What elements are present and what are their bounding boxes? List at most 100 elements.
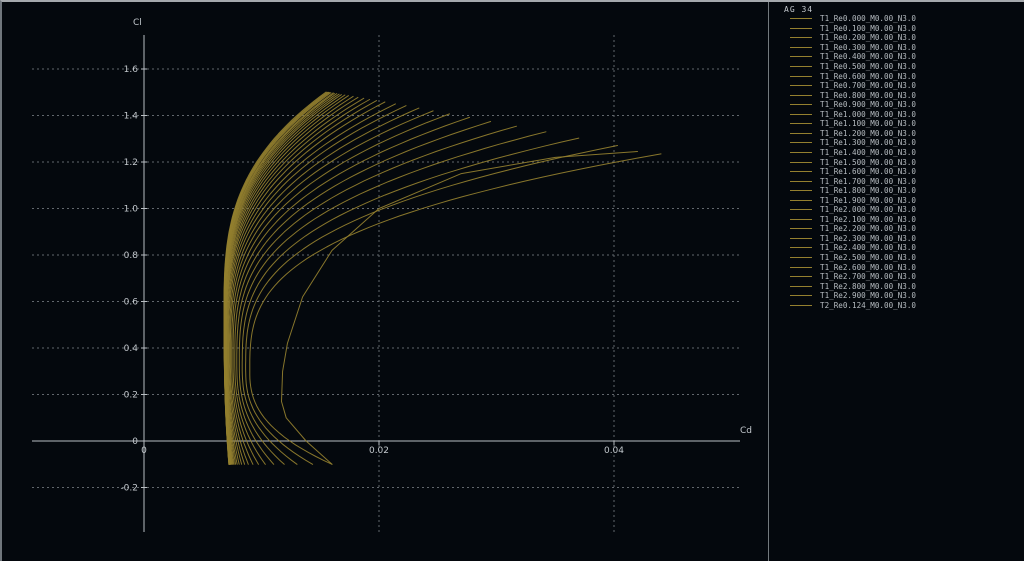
legend-entry: T1_Re0.500_M0.00_N3.0 bbox=[770, 62, 1020, 72]
legend-entry: T1_Re0.000_M0.00_N3.0 bbox=[770, 14, 1020, 24]
legend-entry-label: T1_Re2.300_M0.00_N3.0 bbox=[820, 233, 917, 243]
legend-line-sample bbox=[790, 66, 812, 68]
legend-entry: T1_Re0.800_M0.00_N3.0 bbox=[770, 90, 1020, 100]
legend-entry-label: T1_Re2.500_M0.00_N3.0 bbox=[820, 253, 917, 263]
legend-line-sample bbox=[790, 46, 812, 48]
legend-line-sample bbox=[790, 75, 812, 77]
legend-entry: T1_Re1.400_M0.00_N3.0 bbox=[770, 148, 1020, 158]
polar-curve[interactable] bbox=[249, 153, 662, 465]
legend-entry-label: T1_Re1.100_M0.00_N3.0 bbox=[820, 119, 917, 129]
legend-entry-label: T1_Re1.500_M0.00_N3.0 bbox=[820, 157, 917, 167]
legend-entry-label: T1_Re2.000_M0.00_N3.0 bbox=[820, 205, 917, 215]
legend-line-sample bbox=[790, 295, 812, 297]
legend-entry-label: T1_Re0.400_M0.00_N3.0 bbox=[820, 52, 917, 62]
y-tick-label: 1.0 bbox=[124, 205, 139, 215]
y-axis-label: Cl bbox=[133, 18, 142, 28]
polar-curve[interactable] bbox=[245, 145, 618, 465]
legend-line-sample bbox=[790, 276, 812, 278]
polar-curve[interactable] bbox=[228, 107, 420, 465]
polar-curve[interactable] bbox=[227, 103, 396, 465]
polar-curve[interactable] bbox=[236, 125, 517, 465]
legend-line-sample bbox=[790, 151, 812, 153]
polar-curve[interactable] bbox=[223, 92, 335, 465]
legend-line-sample bbox=[790, 161, 812, 163]
polar-curve[interactable] bbox=[226, 101, 386, 465]
legend-entry: T1_Re2.900_M0.00_N3.0 bbox=[770, 291, 1020, 301]
x-tick-label: 0 bbox=[141, 446, 147, 456]
legend-line-sample bbox=[790, 247, 812, 249]
legend-entry-label: T1_Re0.700_M0.00_N3.0 bbox=[820, 81, 917, 91]
polar-curve[interactable] bbox=[223, 91, 327, 465]
polar-curve[interactable] bbox=[228, 105, 407, 465]
legend-entry-label: T1_Re0.500_M0.00_N3.0 bbox=[820, 62, 917, 72]
y-tick-label: 1.4 bbox=[124, 112, 139, 122]
legend-line-sample bbox=[790, 266, 812, 268]
x-tick-label: 0.04 bbox=[604, 446, 624, 456]
legend-line-sample bbox=[790, 180, 812, 182]
legend-entry: T1_Re2.200_M0.00_N3.0 bbox=[770, 224, 1020, 234]
legend-entry: T1_Re2.300_M0.00_N3.0 bbox=[770, 234, 1020, 244]
legend-entry-label: T2_Re0.124_M0.00_N3.0 bbox=[820, 300, 917, 310]
legend-entry: T1_Re1.100_M0.00_N3.0 bbox=[770, 119, 1020, 129]
polar-curve[interactable] bbox=[231, 113, 450, 465]
legend-entry: T2_Re0.124_M0.00_N3.0 bbox=[770, 301, 1020, 311]
legend-entry-label: T1_Re2.400_M0.00_N3.0 bbox=[820, 243, 917, 253]
legend-entry-label: T1_Re1.900_M0.00_N3.0 bbox=[820, 195, 917, 205]
legend-line-sample bbox=[790, 199, 812, 201]
legend-entry: T1_Re1.600_M0.00_N3.0 bbox=[770, 167, 1020, 177]
legend-line-sample bbox=[790, 257, 812, 259]
legend-entry: T1_Re0.200_M0.00_N3.0 bbox=[770, 33, 1020, 43]
legend-entry: T1_Re1.700_M0.00_N3.0 bbox=[770, 176, 1020, 186]
legend-entry-label: T1_Re0.800_M0.00_N3.0 bbox=[820, 90, 917, 100]
legend-line-sample bbox=[790, 304, 812, 306]
legend-line-sample bbox=[790, 104, 812, 106]
legend-entry: T1_Re2.500_M0.00_N3.0 bbox=[770, 253, 1020, 263]
legend-divider bbox=[768, 2, 769, 561]
legend-panel: AG 34 T1_Re0.000_M0.00_N3.0 T1_Re0.100_M0… bbox=[770, 2, 1024, 561]
legend-entry: T1_Re0.600_M0.00_N3.0 bbox=[770, 71, 1020, 81]
y-tick-label: 0.6 bbox=[124, 298, 139, 308]
polar-curve[interactable] bbox=[241, 137, 580, 465]
polar-curve[interactable] bbox=[238, 131, 547, 465]
legend-entry-label: T1_Re0.200_M0.00_N3.0 bbox=[820, 33, 917, 43]
x-tick-label: 0.02 bbox=[369, 446, 389, 456]
legend-entry-label: T1_Re1.300_M0.00_N3.0 bbox=[820, 138, 917, 148]
legend-entry-label: T1_Re1.400_M0.00_N3.0 bbox=[820, 147, 917, 157]
legend-entry-label: T1_Re2.200_M0.00_N3.0 bbox=[820, 224, 917, 234]
legend-entry-label: T1_Re1.700_M0.00_N3.0 bbox=[820, 176, 917, 186]
legend-line-sample bbox=[790, 228, 812, 230]
polar-curve[interactable] bbox=[229, 110, 434, 465]
y-tick-label: 0.8 bbox=[124, 251, 139, 261]
legend-line-sample bbox=[790, 237, 812, 239]
legend-line-sample bbox=[790, 18, 812, 20]
legend-entry: T1_Re2.800_M0.00_N3.0 bbox=[770, 281, 1020, 291]
legend-entry: T1_Re1.800_M0.00_N3.0 bbox=[770, 186, 1020, 196]
y-tick-label: 1.2 bbox=[124, 158, 138, 168]
legend-entry: T1_Re2.400_M0.00_N3.0 bbox=[770, 243, 1020, 253]
legend-title: AG 34 bbox=[784, 5, 814, 14]
legend-line-sample bbox=[790, 37, 812, 39]
legend-line-sample bbox=[790, 190, 812, 192]
legend-line-sample bbox=[790, 123, 812, 125]
legend-entry-label: T1_Re0.600_M0.00_N3.0 bbox=[820, 71, 917, 81]
y-tick-label: 0 bbox=[132, 437, 138, 447]
legend-entry: T1_Re1.900_M0.00_N3.0 bbox=[770, 195, 1020, 205]
legend-line-sample bbox=[790, 285, 812, 287]
legend-entry-label: T1_Re0.900_M0.00_N3.0 bbox=[820, 100, 917, 110]
legend-entry: T1_Re1.300_M0.00_N3.0 bbox=[770, 138, 1020, 148]
legend-entry-label: T1_Re2.100_M0.00_N3.0 bbox=[820, 214, 917, 224]
polar-curve[interactable] bbox=[234, 121, 492, 465]
legend-entry-label: T1_Re2.600_M0.00_N3.0 bbox=[820, 262, 917, 272]
legend-entry: T1_Re0.300_M0.00_N3.0 bbox=[770, 43, 1020, 53]
polar-curve[interactable] bbox=[281, 151, 638, 465]
legend-entry-label: T1_Re1.800_M0.00_N3.0 bbox=[820, 186, 917, 196]
y-tick-label: 1.6 bbox=[124, 65, 139, 75]
legend-entry: T1_Re2.600_M0.00_N3.0 bbox=[770, 262, 1020, 272]
legend-entry-label: T1_Re2.900_M0.00_N3.0 bbox=[820, 291, 917, 301]
legend-entry: T1_Re2.700_M0.00_N3.0 bbox=[770, 272, 1020, 282]
polar-curve[interactable] bbox=[224, 95, 349, 465]
polar-curve[interactable] bbox=[232, 116, 470, 465]
legend-entry-label: T1_Re0.100_M0.00_N3.0 bbox=[820, 23, 917, 33]
legend-line-sample bbox=[790, 132, 812, 134]
